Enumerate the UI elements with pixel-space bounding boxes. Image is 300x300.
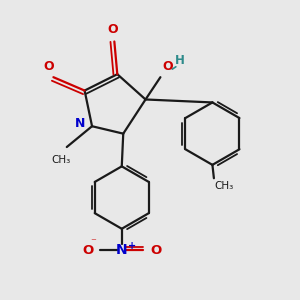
Text: N: N — [116, 243, 128, 257]
Text: H: H — [175, 54, 185, 68]
Text: ⁻: ⁻ — [91, 237, 97, 247]
Text: O: O — [150, 244, 161, 257]
Text: N: N — [75, 117, 86, 130]
Text: O: O — [82, 244, 94, 257]
Text: +: + — [128, 241, 136, 251]
Text: CH₃: CH₃ — [51, 155, 70, 165]
Text: O: O — [107, 23, 118, 37]
Text: CH₃: CH₃ — [215, 181, 234, 191]
Text: O: O — [163, 60, 173, 73]
Text: O: O — [44, 60, 54, 73]
